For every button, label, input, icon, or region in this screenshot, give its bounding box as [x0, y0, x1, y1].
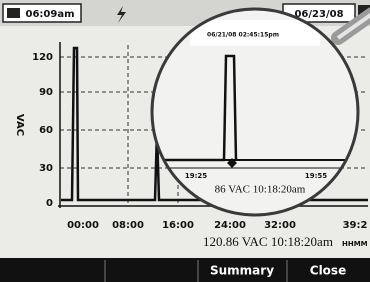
- lens-x-label: 19:55: [305, 172, 327, 180]
- x-tick-label: 08:00: [112, 220, 144, 231]
- battery-icon: [7, 8, 20, 18]
- x-tick-label: 39:2: [343, 220, 368, 231]
- lens-x-label: 19:25: [185, 172, 207, 180]
- softkey-close[interactable]: Close: [310, 264, 346, 278]
- time-format: HHMM: [342, 240, 368, 248]
- y-tick-label: 60: [39, 125, 53, 136]
- x-tick-label: 16:00: [162, 220, 194, 231]
- y-tick-label: 30: [39, 163, 53, 174]
- lens-timestamp: 06/21/08 02:45:15pm: [207, 32, 279, 39]
- x-tick-label: 00:00: [67, 220, 99, 231]
- x-tick-label: 32:00: [264, 220, 296, 231]
- y-axis-label: VAC: [14, 114, 25, 136]
- device-screen: 06:09am 06/23/08 VAC 120 90 60 30 0 00:0…: [0, 0, 370, 282]
- y-tick-label: 90: [39, 87, 53, 98]
- clock-time: 06:09am: [26, 9, 75, 20]
- y-tick-label: 0: [46, 198, 53, 209]
- softkey-summary[interactable]: Summary: [210, 264, 274, 278]
- clock-date: 06/23/08: [294, 9, 343, 20]
- y-tick-label: 120: [32, 52, 53, 63]
- x-tick-label: 24:00: [214, 220, 246, 231]
- lens-readout: 86 VAC 10:18:20am: [215, 184, 306, 196]
- cursor-readout: 120.86 VAC 10:18:20am: [203, 234, 333, 249]
